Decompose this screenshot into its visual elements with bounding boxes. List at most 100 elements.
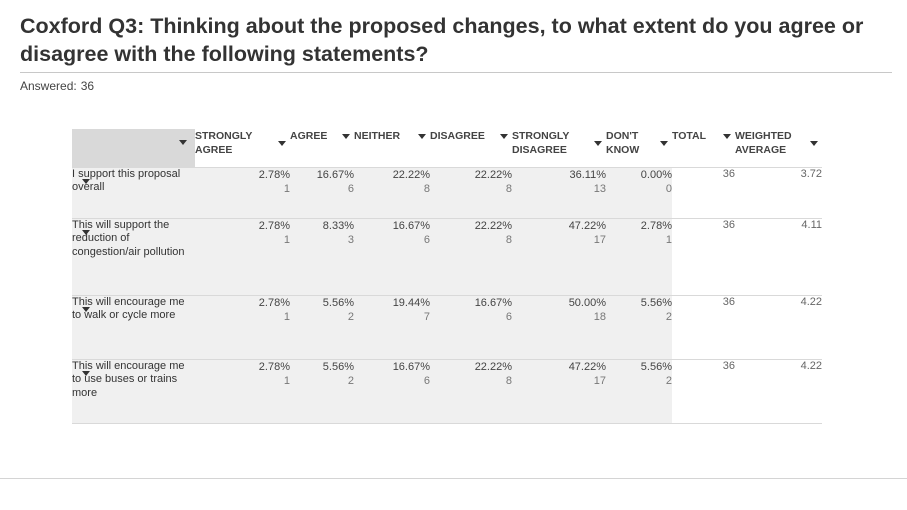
table-cell: 8.33% 3 bbox=[290, 218, 354, 296]
column-header[interactable]: DISAGREE bbox=[430, 129, 512, 168]
cell-percent: 2.78% bbox=[258, 219, 290, 232]
cell-count: 1 bbox=[283, 233, 290, 246]
table-cell: 22.22% 8 bbox=[354, 167, 430, 219]
row-label: This will encourage me to walk or cycle … bbox=[72, 295, 185, 322]
table-cell: 2.78% 1 bbox=[195, 295, 290, 360]
caret-down-icon[interactable] bbox=[810, 141, 818, 146]
column-header-label: STRONGLY DISAGREE bbox=[512, 130, 570, 156]
row-label-cell: I support this proposal overall bbox=[72, 167, 195, 219]
column-header[interactable]: STRONGLY DISAGREE bbox=[512, 129, 606, 168]
cell-count: 17 bbox=[593, 374, 606, 387]
cell-count: 2 bbox=[665, 310, 672, 323]
table-cell: 22.22% 8 bbox=[430, 167, 512, 219]
caret-down-icon[interactable] bbox=[660, 141, 668, 146]
row-sort-header[interactable] bbox=[72, 129, 195, 168]
cell-percent: 19.44% bbox=[392, 296, 430, 309]
column-header-label: DISAGREE bbox=[430, 130, 485, 142]
cell-percent: 22.22% bbox=[474, 360, 512, 373]
column-header-label: STRONGLY AGREE bbox=[195, 130, 253, 156]
weighted-average-cell: 4.22 bbox=[735, 359, 822, 424]
table-cell: 22.22% 8 bbox=[430, 218, 512, 296]
column-header[interactable]: TOTAL bbox=[672, 129, 735, 168]
cell-count: 18 bbox=[593, 310, 606, 323]
table-cell: 47.22% 17 bbox=[512, 218, 606, 296]
caret-down-icon[interactable] bbox=[179, 140, 187, 145]
column-header[interactable]: AGREE bbox=[290, 129, 354, 168]
cell-percent: 0.00% bbox=[640, 168, 672, 181]
cell-count: 13 bbox=[593, 182, 606, 195]
cell-count: 1 bbox=[665, 233, 672, 246]
table-cell: 2.78% 1 bbox=[195, 218, 290, 296]
table-cell: 16.67% 6 bbox=[354, 218, 430, 296]
cell-count: 6 bbox=[347, 182, 354, 195]
table-cell: 5.56% 2 bbox=[606, 295, 672, 360]
total-cell: 36 bbox=[672, 167, 735, 219]
cell-percent: 2.78% bbox=[258, 296, 290, 309]
row-label-cell: This will encourage me to use buses or t… bbox=[72, 359, 195, 424]
table-cell: 19.44% 7 bbox=[354, 295, 430, 360]
column-header[interactable]: WEIGHTED AVERAGE bbox=[735, 129, 822, 168]
cell-percent: 50.00% bbox=[568, 296, 606, 309]
table-cell: 0.00% 0 bbox=[606, 167, 672, 219]
table-row: This will encourage me to use buses or t… bbox=[72, 359, 822, 424]
cell-count: 8 bbox=[505, 374, 512, 387]
cell-percent: 2.78% bbox=[258, 168, 290, 181]
caret-down-icon[interactable] bbox=[82, 229, 90, 235]
cell-percent: 22.22% bbox=[474, 168, 512, 181]
cell-count: 2 bbox=[347, 310, 354, 323]
cell-count: 6 bbox=[505, 310, 512, 323]
cell-percent: 36.11% bbox=[569, 168, 607, 181]
cell-percent: 5.56% bbox=[322, 296, 354, 309]
cell-count: 8 bbox=[505, 182, 512, 195]
caret-down-icon[interactable] bbox=[82, 306, 90, 312]
row-label-cell: This will encourage me to walk or cycle … bbox=[72, 295, 195, 360]
results-table: STRONGLY AGREE AGREE NEITHER DISAGREE ST… bbox=[72, 129, 822, 424]
total-cell: 36 bbox=[672, 218, 735, 296]
cell-percent: 22.22% bbox=[392, 168, 430, 181]
cell-percent: 16.67% bbox=[474, 296, 512, 309]
caret-down-icon[interactable] bbox=[500, 134, 508, 139]
caret-down-icon[interactable] bbox=[342, 134, 350, 139]
cell-count: 1 bbox=[283, 182, 290, 195]
row-label: This will encourage me to use buses or t… bbox=[72, 359, 185, 399]
cell-percent: 5.56% bbox=[640, 360, 672, 373]
cell-percent: 16.67% bbox=[392, 360, 430, 373]
table-cell: 22.22% 8 bbox=[430, 359, 512, 424]
table-cell: 2.78% 1 bbox=[195, 359, 290, 424]
cell-count: 2 bbox=[665, 374, 672, 387]
weighted-average-cell: 4.11 bbox=[735, 218, 822, 296]
caret-down-icon[interactable] bbox=[594, 141, 602, 146]
cell-count: 6 bbox=[423, 374, 430, 387]
cell-count: 1 bbox=[283, 310, 290, 323]
column-header[interactable]: NEITHER bbox=[354, 129, 430, 168]
cell-count: 0 bbox=[665, 182, 672, 195]
caret-down-icon[interactable] bbox=[418, 134, 426, 139]
column-header-label: AGREE bbox=[290, 130, 328, 142]
footer-divider bbox=[0, 478, 907, 479]
column-header-label: NEITHER bbox=[354, 130, 401, 142]
column-header-label: TOTAL bbox=[672, 130, 707, 142]
column-header-label: DON'T KNOW bbox=[606, 130, 640, 156]
cell-count: 6 bbox=[423, 233, 430, 246]
caret-down-icon[interactable] bbox=[82, 178, 90, 184]
cell-count: 1 bbox=[283, 374, 290, 387]
table-cell: 5.56% 2 bbox=[606, 359, 672, 424]
table-cell: 16.67% 6 bbox=[430, 295, 512, 360]
table-cell: 5.56% 2 bbox=[290, 359, 354, 424]
caret-down-icon[interactable] bbox=[82, 370, 90, 376]
answered-count: Answered: 36 bbox=[20, 79, 98, 93]
table-cell: 50.00% 18 bbox=[512, 295, 606, 360]
cell-count: 7 bbox=[423, 310, 430, 323]
weighted-average-cell: 3.72 bbox=[735, 167, 822, 219]
cell-percent: 2.78% bbox=[258, 360, 290, 373]
row-label: I support this proposal overall bbox=[72, 167, 181, 194]
caret-down-icon[interactable] bbox=[278, 141, 286, 146]
cell-percent: 5.56% bbox=[322, 360, 354, 373]
cell-count: 8 bbox=[505, 233, 512, 246]
title-divider bbox=[20, 72, 892, 73]
column-header[interactable]: STRONGLY AGREE bbox=[195, 129, 290, 168]
cell-count: 17 bbox=[593, 233, 606, 246]
column-header[interactable]: DON'T KNOW bbox=[606, 129, 672, 168]
cell-percent: 16.67% bbox=[392, 219, 430, 232]
caret-down-icon[interactable] bbox=[723, 134, 731, 139]
